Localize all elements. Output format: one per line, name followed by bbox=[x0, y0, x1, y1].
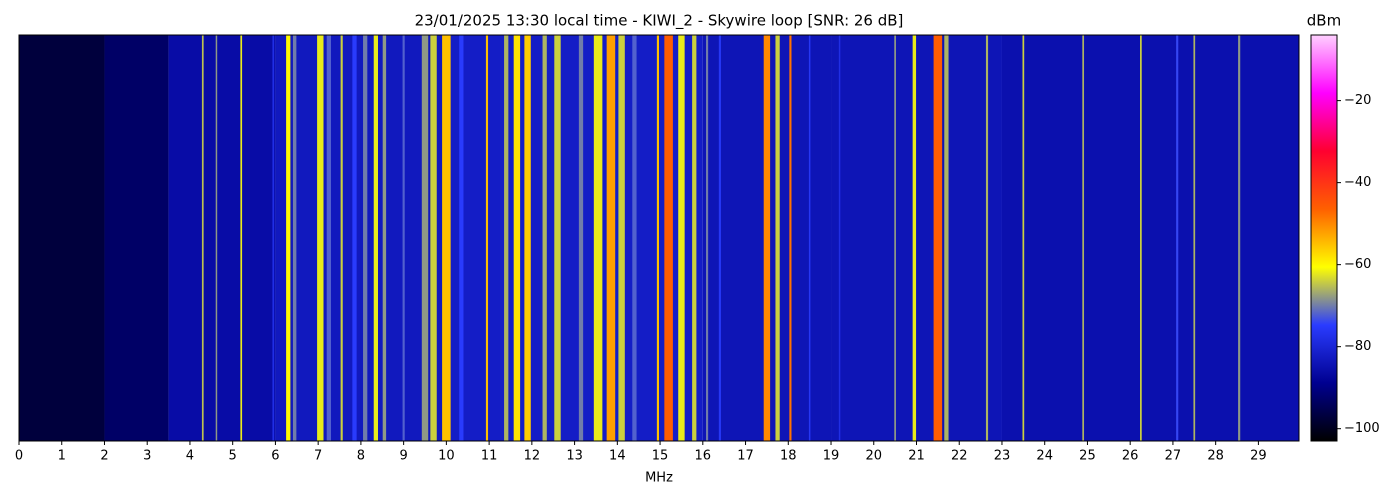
x-tick-label: 26 bbox=[1122, 449, 1139, 464]
signal bbox=[542, 35, 547, 441]
signal bbox=[513, 35, 521, 441]
signal bbox=[678, 35, 685, 441]
signal bbox=[1140, 35, 1142, 441]
x-tick-label: 3 bbox=[143, 449, 151, 464]
x-tick-label: 4 bbox=[186, 449, 194, 464]
signal bbox=[430, 35, 437, 441]
signal bbox=[317, 35, 324, 441]
signal bbox=[442, 35, 451, 441]
x-tick-label: 21 bbox=[908, 449, 925, 464]
signal bbox=[402, 35, 405, 441]
colorbar-tick-label: −80 bbox=[1344, 339, 1371, 354]
colorbar-tick-label: −40 bbox=[1344, 175, 1371, 190]
signal bbox=[421, 35, 429, 441]
signal bbox=[838, 35, 841, 441]
signal bbox=[272, 35, 275, 441]
x-tick-label: 16 bbox=[695, 449, 712, 464]
colorbar-tick-label: −100 bbox=[1344, 421, 1380, 436]
x-tick-label: 29 bbox=[1250, 449, 1267, 464]
signal bbox=[554, 35, 561, 441]
signal bbox=[1176, 35, 1179, 441]
signal bbox=[326, 35, 331, 441]
signal bbox=[775, 35, 780, 441]
x-tick-label: 18 bbox=[780, 449, 797, 464]
x-tick-label: 0 bbox=[15, 449, 23, 464]
x-tick-label: 1 bbox=[58, 449, 66, 464]
noise-floor bbox=[831, 35, 1002, 441]
signal bbox=[656, 35, 659, 441]
signal bbox=[215, 35, 218, 441]
x-tick-label: 19 bbox=[823, 449, 840, 464]
signal bbox=[618, 35, 625, 441]
signal bbox=[292, 35, 297, 441]
x-tick-label: 24 bbox=[1036, 449, 1053, 464]
plot-frame bbox=[18, 34, 1300, 442]
signal bbox=[985, 35, 989, 441]
signal bbox=[606, 35, 616, 441]
signal bbox=[789, 35, 792, 441]
signal bbox=[382, 35, 387, 441]
signal bbox=[524, 35, 531, 441]
x-tick-label: 8 bbox=[357, 449, 365, 464]
x-tick-label: 25 bbox=[1079, 449, 1096, 464]
signal bbox=[1193, 35, 1196, 441]
colorbar bbox=[1310, 34, 1338, 442]
signal bbox=[692, 35, 697, 441]
noise-floor bbox=[275, 35, 447, 441]
signal bbox=[240, 35, 243, 441]
noise-floor bbox=[19, 35, 105, 441]
x-tick-label: 9 bbox=[400, 449, 408, 464]
x-tick-label: 11 bbox=[481, 449, 498, 464]
signal bbox=[459, 35, 464, 441]
x-tick-label: 15 bbox=[652, 449, 669, 464]
colorbar-tick-label: −20 bbox=[1344, 93, 1371, 108]
x-tick-label: 6 bbox=[271, 449, 279, 464]
signal bbox=[1238, 35, 1241, 441]
x-tick-label: 22 bbox=[951, 449, 968, 464]
signal bbox=[894, 35, 896, 441]
signal bbox=[286, 35, 291, 441]
signal bbox=[632, 35, 637, 441]
signal bbox=[944, 35, 949, 441]
x-tick-label: 17 bbox=[737, 449, 754, 464]
signal bbox=[706, 35, 709, 441]
signal bbox=[578, 35, 584, 441]
signal bbox=[373, 35, 378, 441]
x-tick-label: 28 bbox=[1207, 449, 1224, 464]
x-tick-label: 20 bbox=[865, 449, 882, 464]
x-tick-label: 2 bbox=[100, 449, 108, 464]
x-tick-label: 7 bbox=[314, 449, 322, 464]
chart-title: 23/01/2025 13:30 local time - KIWI_2 - S… bbox=[415, 12, 904, 31]
signal bbox=[340, 35, 343, 441]
x-tick-label: 27 bbox=[1165, 449, 1182, 464]
signal bbox=[504, 35, 509, 441]
x-tick-label: 12 bbox=[524, 449, 541, 464]
signal bbox=[718, 35, 721, 441]
noise-floor bbox=[104, 35, 169, 441]
signal bbox=[1022, 35, 1025, 441]
signal bbox=[912, 35, 917, 441]
signal bbox=[352, 35, 357, 441]
signal bbox=[933, 35, 943, 441]
signal bbox=[763, 35, 771, 441]
signal bbox=[1082, 35, 1085, 441]
x-axis-label: MHz bbox=[645, 471, 673, 486]
x-tick-label: 14 bbox=[609, 449, 626, 464]
noise-floor bbox=[1001, 35, 1299, 441]
colorbar-tick-label: −60 bbox=[1344, 257, 1371, 272]
signal bbox=[593, 35, 603, 441]
signal bbox=[201, 35, 204, 441]
signal bbox=[485, 35, 489, 441]
x-tick-label: 13 bbox=[566, 449, 583, 464]
noise-floor bbox=[168, 35, 276, 441]
x-tick-label: 10 bbox=[438, 449, 455, 464]
noise-floor bbox=[446, 35, 703, 441]
colorbar-label: dBm bbox=[1307, 12, 1341, 30]
signal bbox=[808, 35, 811, 441]
signal bbox=[664, 35, 673, 441]
x-tick-label: 23 bbox=[994, 449, 1011, 464]
signal bbox=[363, 35, 368, 441]
x-tick-label: 5 bbox=[229, 449, 237, 464]
